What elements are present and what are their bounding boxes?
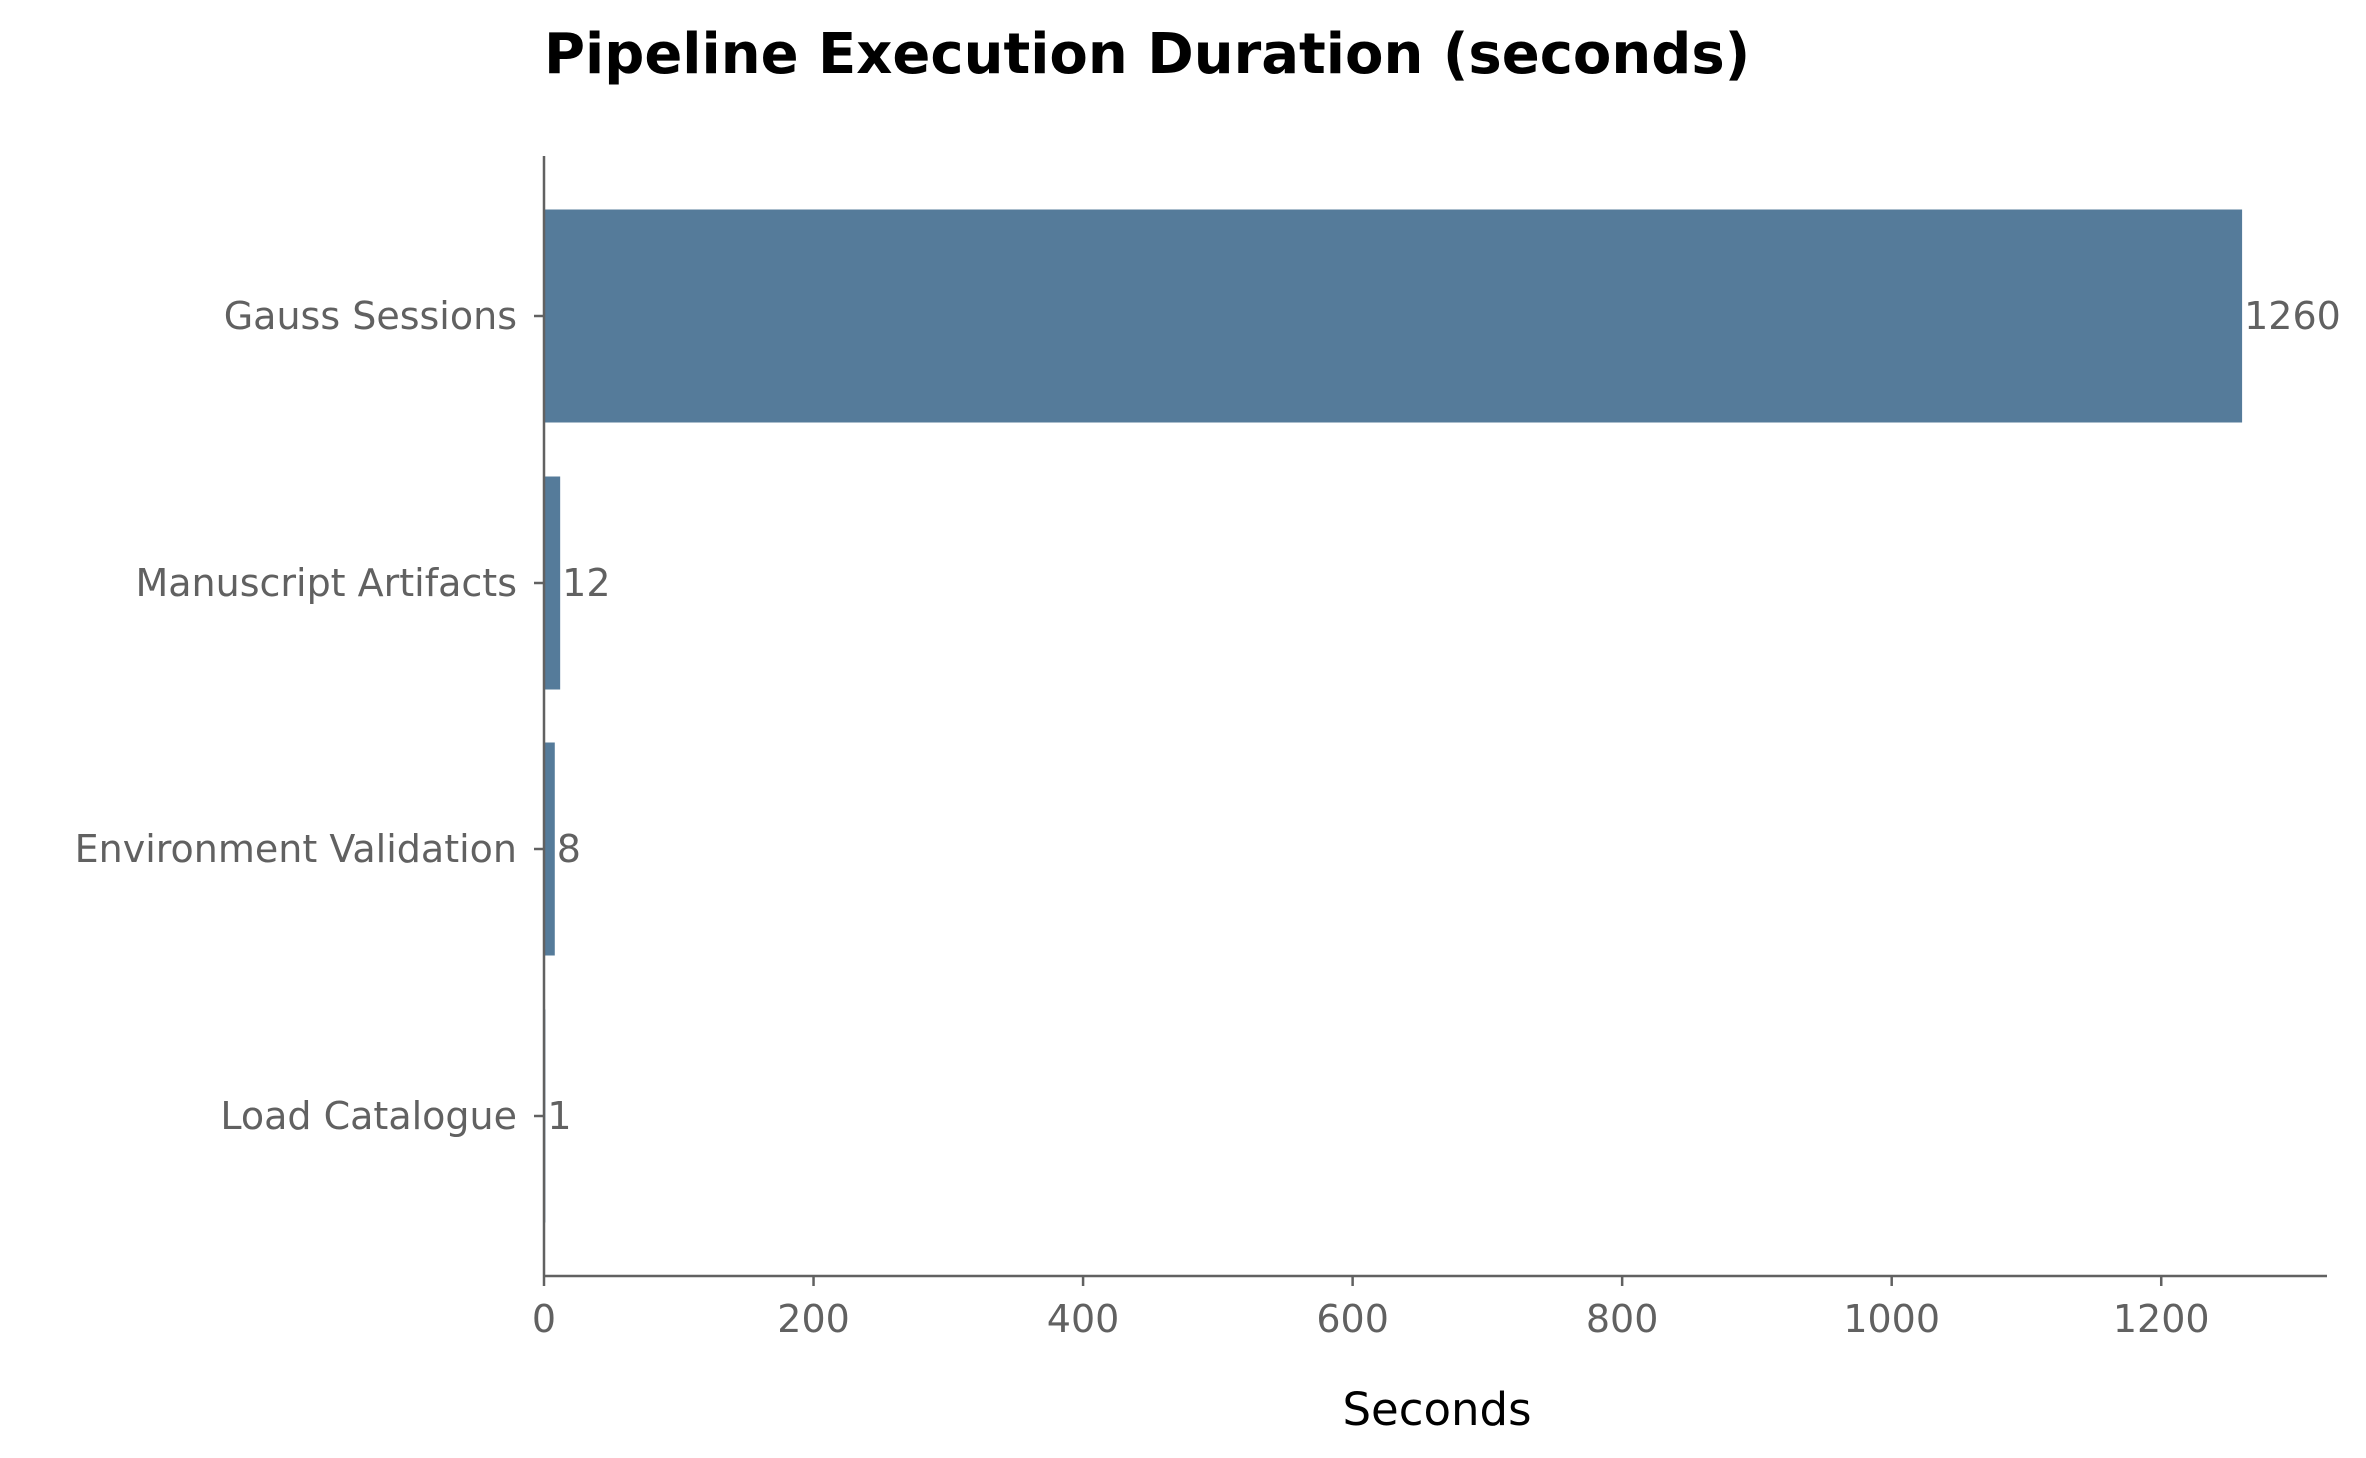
x-tick-label: 200 [777, 1297, 850, 1341]
bar-environment-validation [544, 742, 555, 956]
x-tick-label: 600 [1316, 1297, 1389, 1341]
data-labels-layer: 1260 12 8 1 [547, 294, 2340, 1138]
x-tick-label: 800 [1586, 1297, 1659, 1341]
x-tick-label: 400 [1047, 1297, 1120, 1341]
y-ticks-layer: Gauss Sessions Manuscript Artifacts Enviro… [75, 294, 544, 1138]
data-label: 12 [562, 561, 610, 605]
y-tick-label: Load Catalogue [220, 1094, 517, 1138]
x-ticks-layer: 0 200 400 600 800 1000 1200 [532, 1276, 2210, 1341]
y-tick-label: Manuscript Artifacts [135, 561, 517, 605]
chart-title: Pipeline Execution Duration (seconds) [544, 22, 1750, 87]
bar-gauss-sessions [544, 209, 2243, 423]
data-label: 1260 [2244, 294, 2341, 338]
data-label: 1 [547, 1094, 571, 1138]
x-tick-label: 1000 [1843, 1297, 1940, 1341]
y-tick-label: Gauss Sessions [224, 294, 517, 338]
bars-layer [544, 209, 2243, 1223]
data-label: 8 [557, 827, 581, 871]
y-tick-label: Environment Validation [75, 827, 517, 871]
x-tick-label: 1200 [2113, 1297, 2210, 1341]
bar-manuscript-artifacts [544, 476, 561, 690]
x-tick-label: 0 [532, 1297, 556, 1341]
x-axis-title: Seconds [1342, 1383, 1531, 1436]
